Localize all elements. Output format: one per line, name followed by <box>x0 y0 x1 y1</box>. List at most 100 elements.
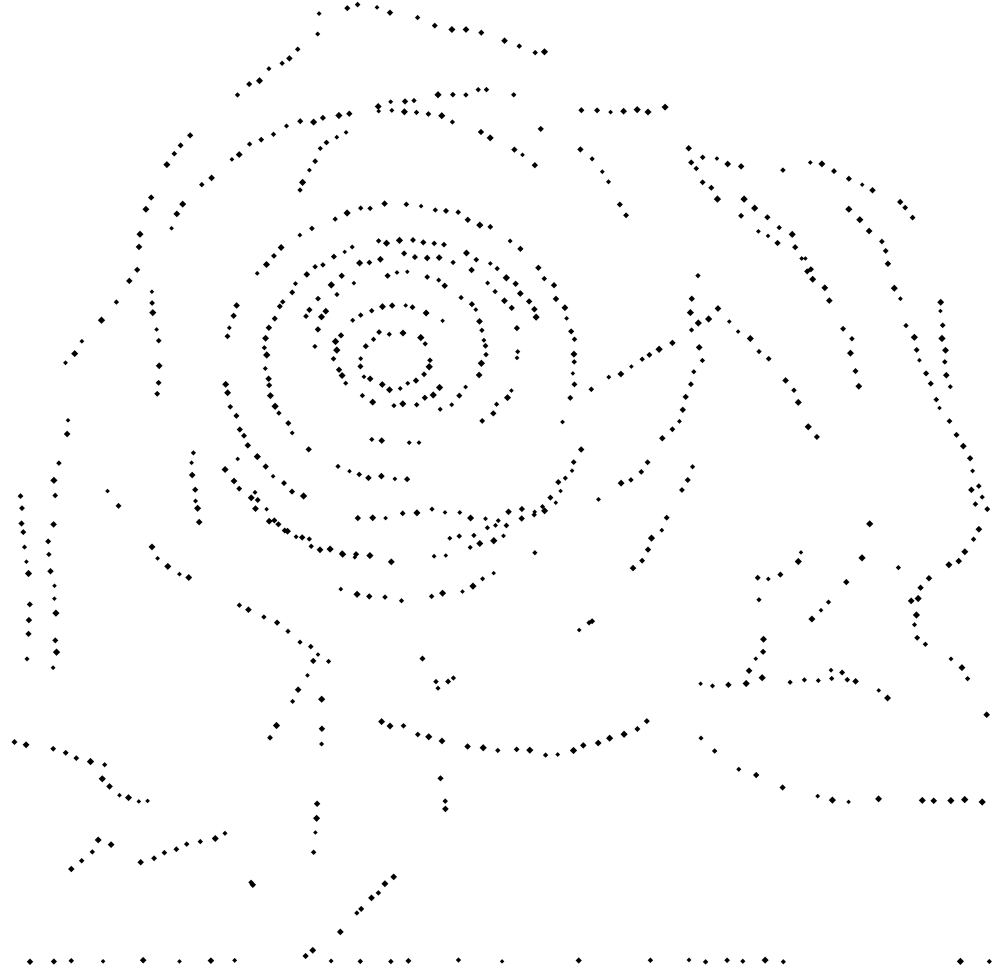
dot <box>570 459 577 466</box>
dot <box>487 223 494 230</box>
dot <box>808 615 816 623</box>
dot <box>512 280 519 287</box>
dot <box>362 343 369 350</box>
dot <box>986 958 992 965</box>
dot <box>78 858 85 864</box>
dot <box>463 384 469 390</box>
dot <box>442 510 448 515</box>
dot <box>966 455 974 462</box>
dot <box>794 398 802 406</box>
dot <box>487 261 493 266</box>
dot <box>334 291 340 298</box>
dot <box>779 784 786 791</box>
dot <box>774 239 781 247</box>
dot <box>310 849 317 855</box>
dot <box>357 312 364 318</box>
dot <box>437 775 444 782</box>
dot <box>161 849 168 856</box>
dot <box>439 589 447 597</box>
dot <box>378 472 385 480</box>
dot <box>343 209 351 217</box>
dot <box>401 250 408 257</box>
dot <box>431 240 438 247</box>
dot <box>588 386 595 393</box>
dot <box>515 349 521 355</box>
dot <box>890 284 898 292</box>
dot <box>425 363 433 371</box>
dot <box>338 272 345 279</box>
dot <box>252 505 259 512</box>
dot <box>479 327 485 333</box>
dot <box>876 688 882 693</box>
dot <box>476 221 484 229</box>
dot <box>400 108 408 116</box>
dot <box>358 356 364 362</box>
dot <box>422 309 430 317</box>
dot <box>142 205 150 213</box>
dot <box>437 406 443 412</box>
dot <box>358 905 365 912</box>
dot <box>914 634 921 641</box>
dot <box>246 141 253 147</box>
dot <box>413 109 420 116</box>
dot <box>366 375 374 383</box>
dot <box>843 578 850 586</box>
dot <box>902 204 909 211</box>
dot <box>983 711 990 719</box>
dot <box>425 111 432 117</box>
dot <box>336 928 344 936</box>
dot <box>409 304 416 311</box>
dot <box>254 270 260 276</box>
dot <box>309 225 315 232</box>
dot <box>352 555 358 560</box>
dot <box>711 748 718 754</box>
dot <box>68 865 75 873</box>
dot <box>63 430 71 438</box>
dot <box>155 362 163 370</box>
dot <box>702 959 709 965</box>
dot <box>235 456 241 462</box>
dot <box>244 442 252 449</box>
dot <box>151 855 158 862</box>
dot <box>448 25 456 34</box>
dot <box>265 375 272 383</box>
dot <box>776 224 782 231</box>
dot <box>423 254 431 262</box>
dot <box>547 494 554 501</box>
dot <box>327 281 335 289</box>
dot <box>821 284 829 292</box>
dot <box>477 128 485 136</box>
dot <box>844 676 851 683</box>
dot <box>807 266 815 273</box>
dot <box>758 674 766 682</box>
dot <box>313 830 318 835</box>
dot <box>428 593 435 600</box>
dot <box>937 405 942 411</box>
dot <box>866 520 874 528</box>
dot <box>691 369 697 375</box>
dot <box>457 510 463 515</box>
dot <box>169 225 174 231</box>
dot <box>403 201 410 208</box>
dot <box>840 325 847 332</box>
dot <box>294 686 302 694</box>
dot <box>26 601 33 608</box>
dot <box>422 341 428 347</box>
dot <box>443 553 449 558</box>
dot <box>356 259 364 267</box>
dot <box>903 322 909 329</box>
dot <box>939 322 946 329</box>
dot <box>183 841 190 847</box>
dot <box>964 675 971 682</box>
dot <box>390 873 398 881</box>
dot <box>297 187 303 193</box>
dot <box>416 440 422 446</box>
dot <box>577 446 585 453</box>
dot <box>882 248 889 254</box>
dot <box>435 383 444 392</box>
dot <box>495 518 501 524</box>
dot <box>525 298 533 305</box>
dot <box>458 294 464 301</box>
dot <box>491 570 496 576</box>
